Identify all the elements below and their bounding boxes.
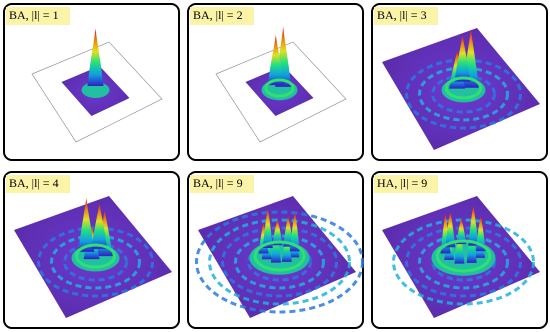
surface-ring — [234, 234, 325, 290]
panel: BA, |l| = 2 — [187, 3, 364, 161]
peak-collar — [444, 76, 483, 100]
panel: BA, |l| = 3 — [371, 3, 548, 161]
panel-label: BA, |l| = 9 — [193, 176, 243, 190]
peak — [468, 205, 479, 246]
panel-label: BA, |l| = 4 — [9, 176, 59, 190]
peak — [91, 202, 108, 249]
surface-ring — [392, 218, 535, 306]
peak — [454, 228, 465, 264]
peak-collar — [253, 240, 306, 272]
surface-ring — [431, 74, 496, 114]
peak — [445, 211, 456, 248]
peak — [78, 198, 95, 252]
surface-ring — [418, 234, 509, 290]
plot-box — [31, 41, 163, 143]
peak — [454, 34, 471, 82]
label-bg — [374, 175, 438, 193]
surface-ring — [63, 242, 128, 282]
peak-collar — [75, 243, 116, 269]
panel: HA, |l| = 9 — [371, 171, 548, 329]
surface-ring — [221, 226, 338, 298]
peak-collar — [435, 239, 492, 273]
label-bg — [6, 7, 70, 25]
surface-ring — [37, 226, 154, 298]
surface-ring — [418, 66, 509, 122]
surface-ring — [405, 226, 522, 298]
label-bg — [190, 175, 254, 193]
peak — [289, 211, 300, 252]
peak — [267, 35, 284, 86]
peak — [456, 218, 467, 245]
peak — [283, 215, 294, 247]
peak-collar — [264, 78, 295, 98]
label-bg — [190, 7, 254, 25]
surface-ring — [405, 58, 522, 130]
label-bg — [374, 7, 438, 25]
peak — [262, 208, 273, 249]
surface-ring — [50, 234, 141, 290]
panel-label: BA, |l| = 3 — [377, 8, 427, 22]
panel: BA, |l| = 9 — [187, 171, 364, 329]
surface-ring — [247, 242, 312, 282]
peak — [272, 219, 283, 246]
panel-label: HA, |l| = 9 — [377, 176, 427, 190]
panel-label: BA, |l| = 2 — [193, 8, 243, 22]
panel: BA, |l| = 1 — [3, 3, 180, 161]
label-bg — [6, 175, 70, 193]
surface-ring — [195, 210, 364, 314]
surface-ring — [208, 218, 351, 306]
panel-label: BA, |l| = 1 — [9, 8, 59, 22]
plot-box — [215, 41, 347, 143]
panel: BA, |l| = 4 — [3, 171, 180, 329]
peak — [87, 28, 104, 86]
